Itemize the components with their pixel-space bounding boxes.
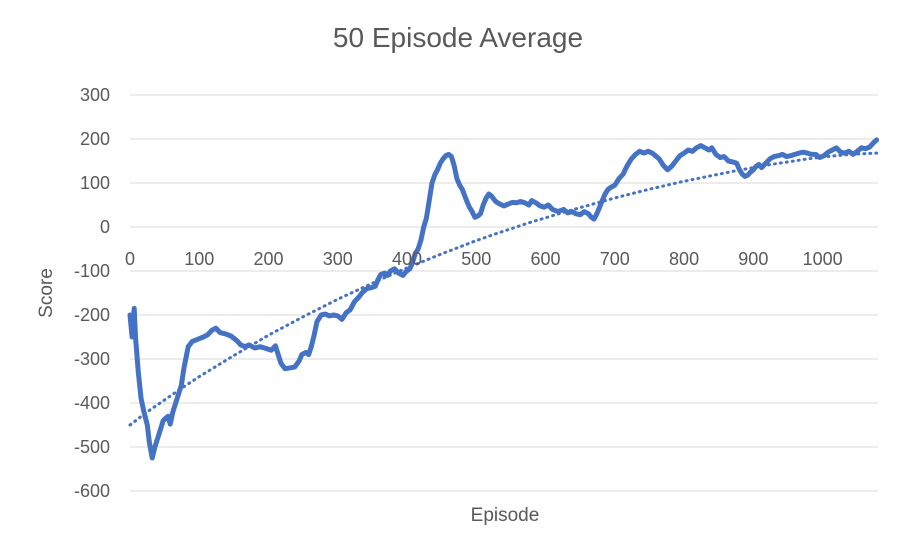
x-tick-labels: 0 100 200 300 400 500 600 700 800 900 1000: [125, 249, 843, 269]
y-tick-labels: 300 200 100 0 -100 -200 -300 -400 -500 -600: [74, 85, 110, 501]
y-tick-label: -600: [74, 481, 110, 501]
gridlines: [130, 94, 878, 492]
y-tick-label: 300: [80, 85, 110, 105]
x-tick-label: 300: [323, 249, 353, 269]
y-tick-label: -100: [74, 261, 110, 281]
x-tick-label: 600: [531, 249, 561, 269]
x-tick-label: 900: [738, 249, 768, 269]
x-tick-label: 0: [125, 249, 135, 269]
x-tick-label: 700: [600, 249, 630, 269]
series-layer: [127, 137, 880, 461]
y-tick-label: 0: [100, 217, 110, 237]
x-axis-title: Episode: [471, 505, 540, 526]
x-tick-label: 400: [392, 249, 422, 269]
trendline: [128, 151, 879, 427]
x-tick-label: 500: [461, 249, 491, 269]
x-tick-label: 100: [184, 249, 214, 269]
y-tick-label: 100: [80, 173, 110, 193]
y-tick-label: 200: [80, 129, 110, 149]
series-line: [127, 137, 880, 461]
x-tick-label: 200: [253, 249, 283, 269]
chart-title: 50 Episode Average: [332, 22, 584, 53]
y-tick-label: -400: [74, 393, 110, 413]
y-tick-label: -500: [74, 437, 110, 457]
y-tick-label: -300: [74, 349, 110, 369]
y-tick-label: -200: [74, 305, 110, 325]
x-tick-label: 800: [669, 249, 699, 269]
x-tick-label: 1000: [803, 249, 843, 269]
y-axis-title: Score: [36, 268, 57, 318]
